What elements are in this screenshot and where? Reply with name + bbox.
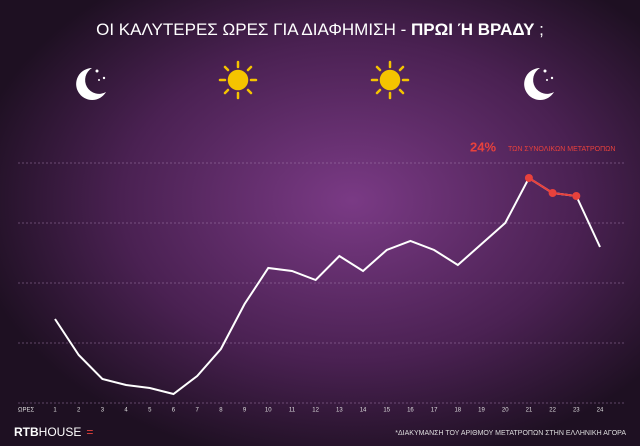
x-tick-label: 20 bbox=[502, 408, 509, 414]
title-bold: ΠΡΩΙ Ή ΒΡΑΔΥ bbox=[411, 20, 535, 39]
logo-mark: = bbox=[86, 425, 93, 439]
x-tick-label: 11 bbox=[289, 408, 296, 414]
moon-icon bbox=[76, 68, 106, 100]
chart-title: ΟΙ ΚΑΛΥΤΕΡΕΣ ΩΡΕΣ ΓΙΑ ΔΙΑΦΗΜΙΣΗ - ΠΡΩΙ Ή… bbox=[96, 20, 544, 39]
x-tick-label: 16 bbox=[407, 408, 414, 414]
x-tick-label: 4 bbox=[124, 408, 128, 414]
highlight-point bbox=[524, 174, 533, 182]
x-tick-label: 9 bbox=[243, 408, 247, 414]
title-text: ΟΙ ΚΑΛΥΤΕΡΕΣ ΩΡΕΣ ΓΙΑ ΔΙΑΦΗΜΙΣΗ - bbox=[96, 20, 411, 39]
sun-icon bbox=[370, 60, 410, 100]
x-tick-label: 15 bbox=[383, 408, 390, 414]
x-tick-label: 17 bbox=[431, 408, 438, 414]
x-tick-label: 6 bbox=[172, 408, 176, 414]
highlight-point bbox=[548, 189, 557, 197]
x-tick-label: 14 bbox=[360, 408, 367, 414]
footnote: *ΔΙΑΚΥΜΑΝΣΗ ΤΟΥ ΑΡΙΘΜΟΥ ΜΕΤΑΤΡΟΠΩΝ ΣΤΗΝ … bbox=[395, 430, 626, 437]
x-tick-label: 12 bbox=[312, 408, 319, 414]
x-tick-label: 10 bbox=[265, 408, 272, 414]
x-tick-label: 1 bbox=[53, 408, 57, 414]
x-axis-label: ΩΡΕΣ bbox=[18, 408, 34, 414]
x-tick-label: 8 bbox=[219, 408, 223, 414]
x-tick-label: 2 bbox=[77, 408, 81, 414]
x-tick-label: 18 bbox=[454, 408, 461, 414]
highlight-point bbox=[572, 192, 581, 200]
annotation-value: 24% bbox=[470, 139, 496, 154]
x-tick-label: 7 bbox=[196, 408, 200, 414]
moon-icon bbox=[524, 68, 554, 100]
x-tick-label: 24 bbox=[597, 408, 604, 414]
logo-light: HOUSE bbox=[39, 425, 82, 439]
line bbox=[54, 176, 601, 396]
x-tick-label: 21 bbox=[526, 408, 533, 414]
annotation-text: ΤΩΝ ΣΥΝΟΛΙΚΩΝ ΜΕΤΑΤΡΟΠΩΝ bbox=[508, 146, 615, 153]
x-tick-label: 5 bbox=[148, 408, 152, 414]
logo-bold: RTB bbox=[14, 425, 39, 439]
logo: RTBHOUSE = bbox=[14, 425, 93, 439]
x-tick-label: 3 bbox=[101, 408, 105, 414]
x-tick-label: 22 bbox=[549, 408, 556, 414]
sun-icon bbox=[218, 60, 258, 100]
title-end: ; bbox=[534, 20, 543, 39]
x-tick-label: 13 bbox=[336, 408, 343, 414]
x-tick-label: 19 bbox=[478, 408, 485, 414]
x-tick-label: 23 bbox=[573, 408, 580, 414]
